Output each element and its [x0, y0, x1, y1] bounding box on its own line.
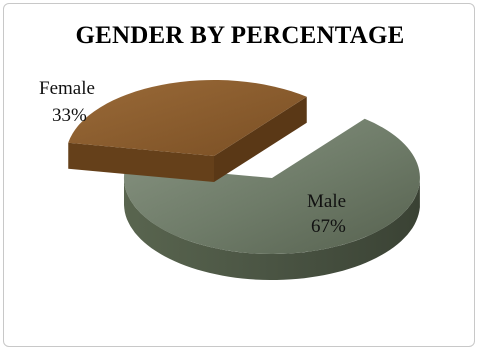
- slice-female-cut-face-2: [214, 96, 307, 182]
- label-male-value: 67%: [311, 216, 346, 237]
- label-male-name: Male: [307, 191, 346, 212]
- slice-female-cut-face: [68, 142, 215, 182]
- slice-male-top: [123, 118, 420, 255]
- slice-male-side: [124, 179, 420, 280]
- chart-title: GENDER BY PERCENTAGE: [75, 22, 405, 49]
- label-female-value: 33%: [52, 105, 87, 126]
- slice-female-top: [68, 80, 307, 156]
- label-female-name: Female: [39, 78, 95, 99]
- slice-female: [68, 80, 307, 182]
- slice-male: [123, 118, 420, 280]
